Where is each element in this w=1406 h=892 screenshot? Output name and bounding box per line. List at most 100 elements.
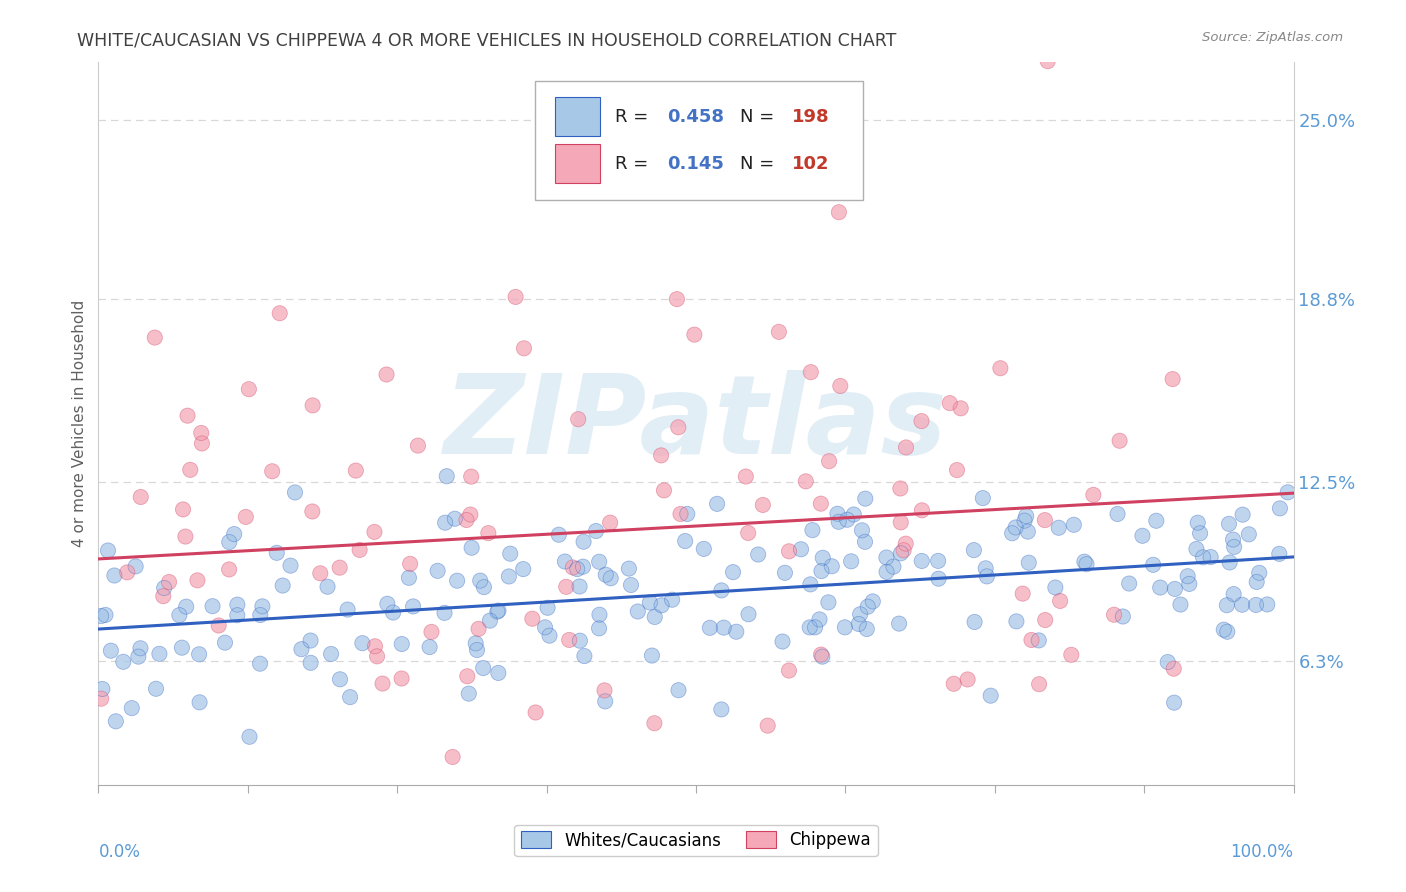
Point [876,565,898,579]
Point [176,409,198,423]
Point [441,750,464,764]
Point [143,330,166,344]
Point [972,491,994,505]
Point [644,610,666,624]
Point [747,548,769,562]
Point [811,649,834,664]
Point [811,649,834,664]
Point [574,648,596,663]
Point [650,449,672,463]
Point [567,412,589,426]
Point [226,608,249,623]
Point [218,535,240,549]
Point [595,567,617,582]
Point [911,503,934,517]
Point [650,449,672,463]
Point [1187,516,1209,530]
Point [976,569,998,583]
Point [486,605,509,619]
Point [808,612,831,626]
Point [465,643,488,657]
Point [319,647,342,661]
Point [890,516,912,530]
Point [554,555,576,569]
Point [90,609,112,624]
Point [876,565,898,579]
Point [862,594,884,608]
Point [893,543,915,558]
Point [665,292,688,306]
Point [464,636,486,650]
Point [1063,517,1085,532]
Point [1076,557,1098,571]
Point [188,695,211,709]
Point [1230,598,1253,612]
Point [460,508,482,522]
Point [768,325,790,339]
Point [301,504,323,518]
Point [547,527,569,541]
Point [713,621,735,635]
Text: 0.0%: 0.0% [98,843,141,861]
Point [157,575,180,590]
Point [1216,624,1239,639]
Point [524,706,547,720]
Point [363,524,385,539]
Point [1149,581,1171,595]
Point [472,661,495,675]
Point [456,513,478,527]
Point [1049,594,1071,608]
Point [499,547,522,561]
Point [201,599,224,614]
Point [778,664,800,678]
Point [218,535,240,549]
Point [129,641,152,656]
Point [946,463,969,477]
Point [644,610,666,624]
Point [911,503,934,517]
Point [1216,598,1239,612]
Point [127,649,149,664]
Text: 0.458: 0.458 [668,108,724,126]
Point [980,689,1002,703]
Point [810,564,832,578]
Point [799,577,821,591]
Point [1060,648,1083,662]
Point [201,599,224,614]
Point [890,546,912,560]
Point [706,497,728,511]
Point [1157,655,1180,669]
Point [558,632,581,647]
Point [1028,633,1050,648]
Point [641,648,664,663]
Point [91,681,114,696]
Point [170,640,193,655]
Point [1170,598,1192,612]
Text: 198: 198 [792,108,830,126]
Point [976,569,998,583]
Point [790,542,813,557]
Point [1017,524,1039,539]
Point [817,595,839,609]
Point [536,600,558,615]
Point [1083,488,1105,502]
Point [887,616,910,631]
Point [585,524,607,538]
Point [928,572,950,586]
Point [299,656,322,670]
Point [752,498,775,512]
Point [1163,662,1185,676]
Point [1222,587,1244,601]
Point [651,599,673,613]
Point [1177,569,1199,583]
Point [768,325,790,339]
Point [910,414,932,428]
Point [433,606,456,620]
Point [352,636,374,650]
Point [620,578,643,592]
Point [420,624,443,639]
Point [617,561,640,575]
Point [319,647,342,661]
Point [1045,581,1067,595]
Point [218,562,240,576]
